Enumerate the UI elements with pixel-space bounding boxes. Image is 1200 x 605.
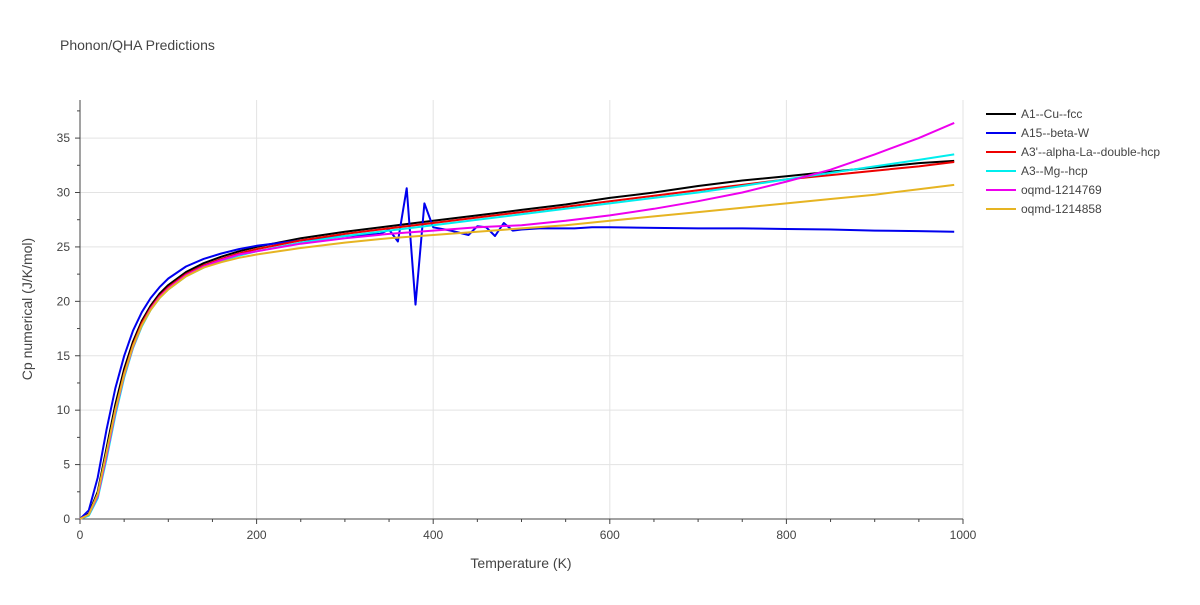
legend-item-label[interactable]: A3'--alpha-La--double-hcp	[1021, 145, 1160, 159]
y-tick-label: 0	[63, 512, 70, 526]
y-tick-label: 30	[57, 186, 71, 200]
legend-item-label[interactable]: oqmd-1214858	[1021, 202, 1102, 216]
x-tick-label: 400	[423, 528, 443, 542]
series-line-5	[79, 183, 955, 520]
legend: A1--Cu--fcc A15--beta-W A3'--alpha-La--dou…	[986, 107, 1160, 216]
legend-item-label[interactable]: A15--beta-W	[1021, 126, 1090, 140]
x-axis-label: Temperature (K)	[470, 555, 571, 571]
y-tick-label: 10	[57, 403, 71, 417]
chart-title: Phonon/QHA Predictions	[60, 37, 215, 53]
y-tick-label: 25	[57, 240, 71, 254]
x-tick-label: 200	[247, 528, 267, 542]
legend-item-label[interactable]: A3--Mg--hcp	[1021, 164, 1088, 178]
x-tick-label: 0	[77, 528, 84, 542]
series-line-1	[79, 187, 955, 520]
y-tick-label: 20	[57, 294, 71, 308]
y-axis-label: Cp numerical (J/K/mol)	[19, 238, 35, 380]
y-tick-label: 35	[57, 131, 71, 145]
y-tick-label: 5	[63, 458, 70, 472]
axes: 0 5 10 15 20 25 30 35 0 200 400 600 800 1000	[57, 100, 977, 542]
x-tick-label: 800	[776, 528, 796, 542]
plot-area	[79, 121, 955, 520]
legend-item-label[interactable]: oqmd-1214769	[1021, 183, 1102, 197]
x-tick-label: 600	[600, 528, 620, 542]
x-tick-label: 1000	[950, 528, 977, 542]
legend-item-label[interactable]: A1--Cu--fcc	[1021, 107, 1082, 121]
y-tick-label: 15	[57, 349, 71, 363]
grid	[80, 100, 964, 519]
series-line-4	[79, 121, 955, 520]
